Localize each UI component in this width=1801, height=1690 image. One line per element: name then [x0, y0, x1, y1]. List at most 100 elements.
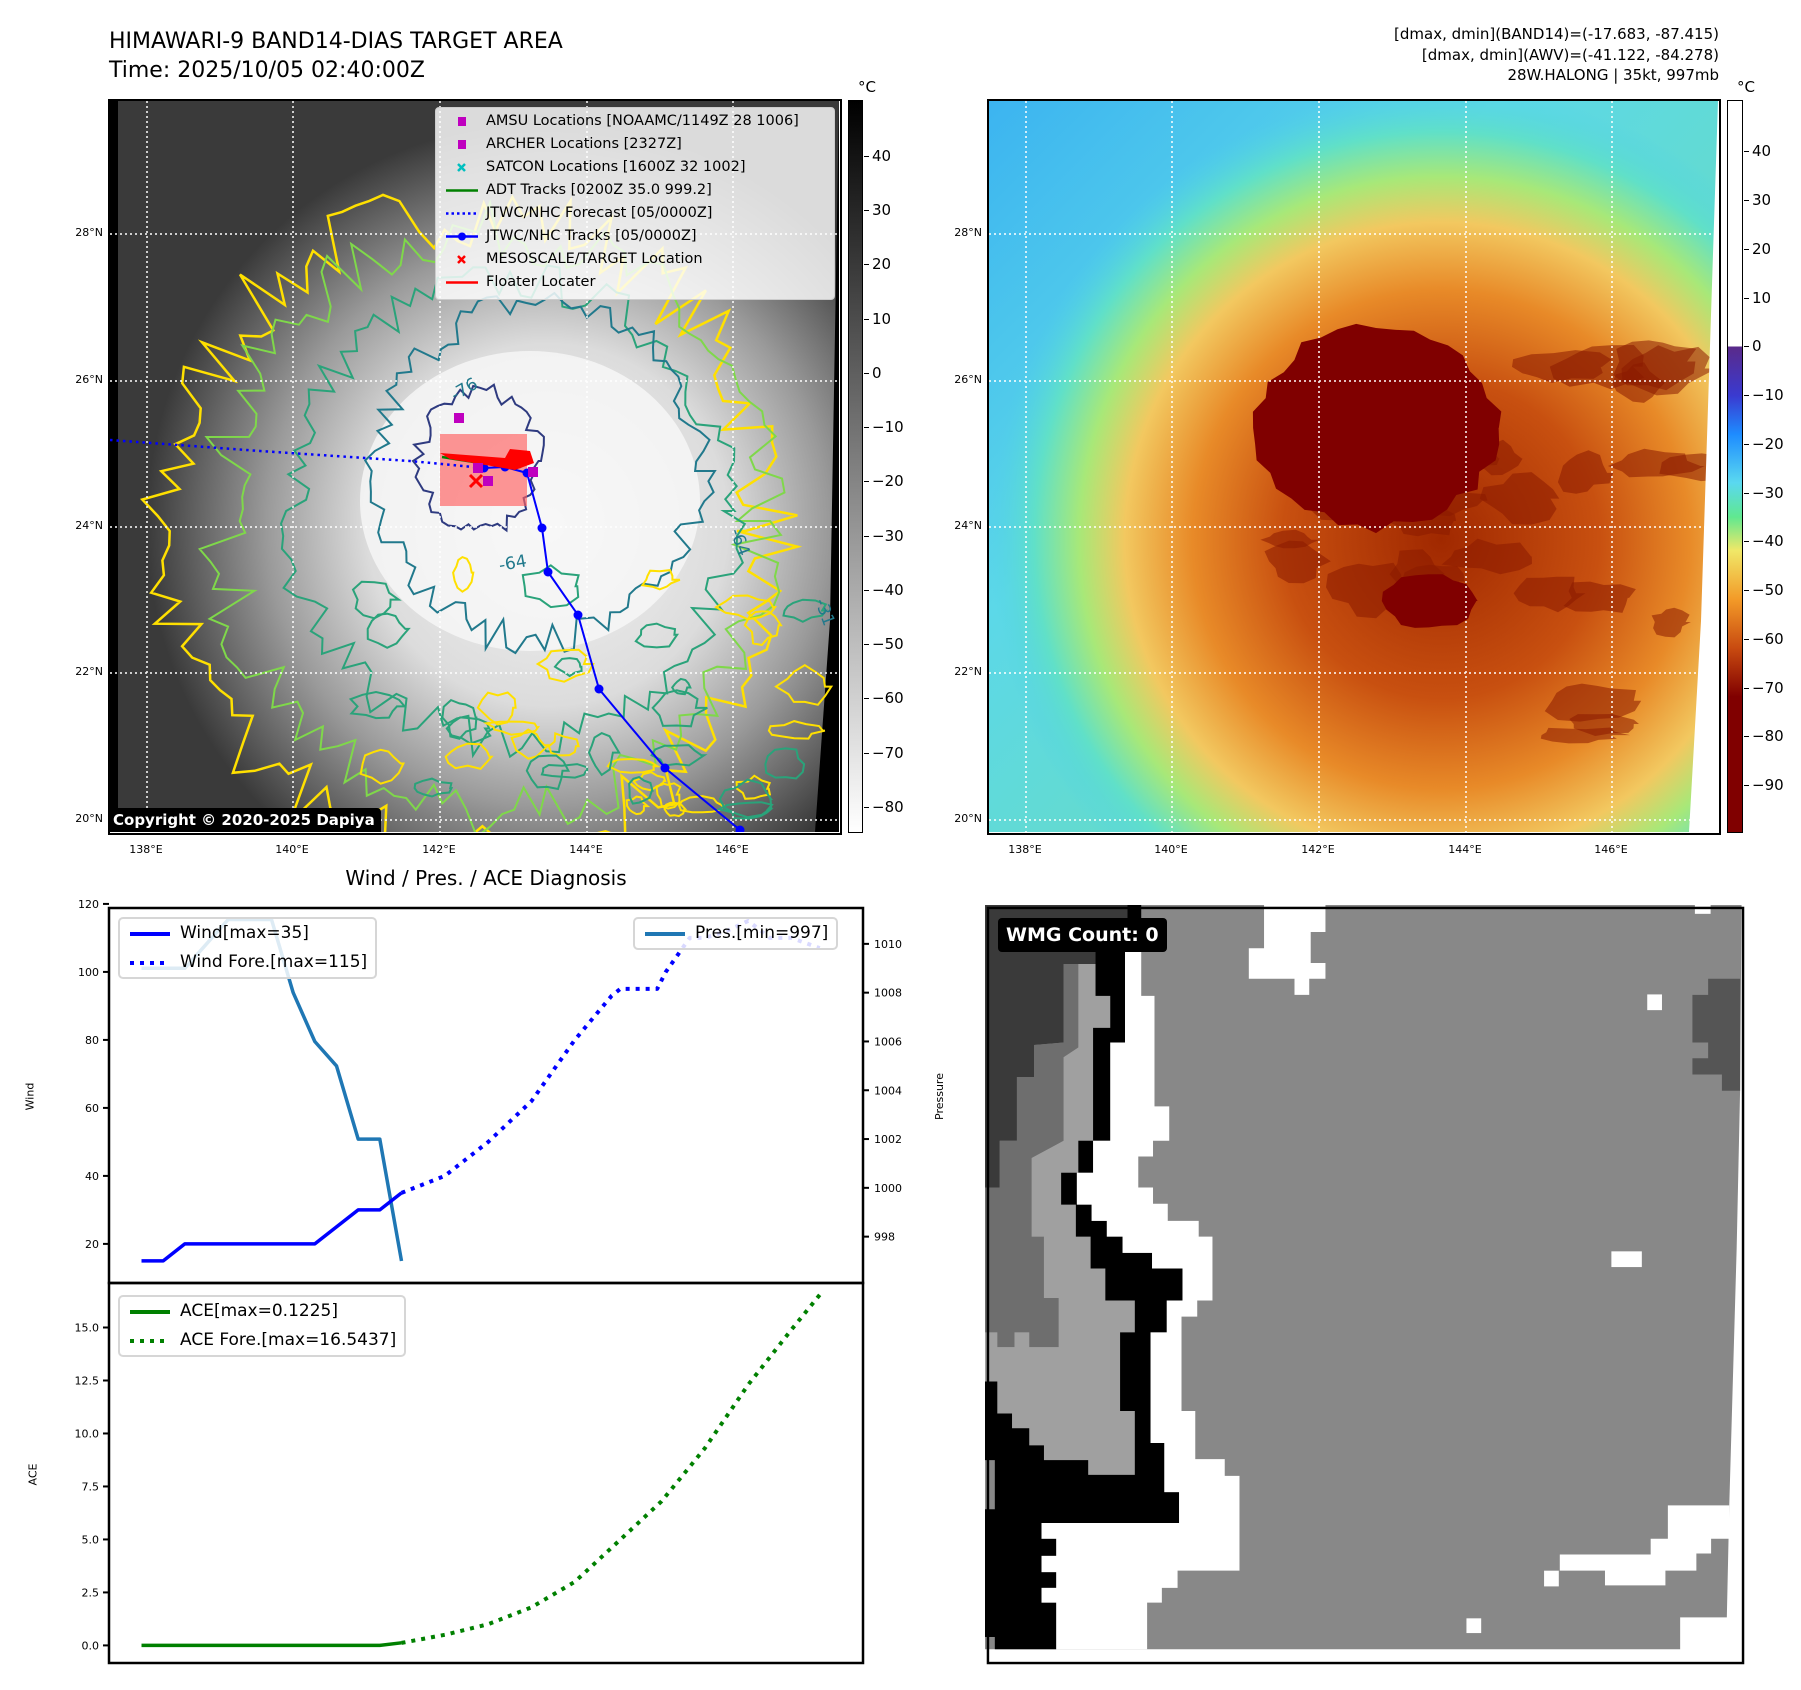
ir-cold-core: [360, 351, 700, 651]
temperature-contour: [521, 564, 580, 609]
colorbar-tick: [864, 318, 869, 320]
lat-label: 20°N: [75, 812, 103, 825]
solid-line-swatch: [645, 932, 685, 936]
wind-axis-label: Wind: [23, 1082, 37, 1111]
map-legend-label: ADT Tracks [0200Z 35.0 999.2]: [486, 182, 712, 198]
legend-item-ace: ACE[max=0.1225]: [120, 1297, 404, 1326]
colorbar-tick: [864, 752, 869, 754]
temperature-contour: [735, 774, 772, 800]
colorbar-tick-label: −10: [872, 418, 904, 437]
ace-tick-label: 0.0: [82, 1639, 100, 1652]
cold-cloud-cell: [1659, 453, 1719, 482]
jtwc-track-point: [543, 567, 553, 577]
amsu-archer-location: [473, 463, 483, 473]
colorbar-tick: [864, 155, 869, 157]
legend-marker-icon: [446, 232, 478, 241]
map-legend-item: MESOSCALE/TARGET Location: [436, 248, 834, 271]
cold-cloud-cell: [1651, 607, 1691, 638]
colorbar-tick: [864, 427, 869, 429]
lat-label: 26°N: [75, 373, 103, 386]
pressure-tick-label: 1002: [874, 1133, 902, 1146]
solid-line-swatch: [130, 932, 170, 936]
legend-marker-icon: [457, 163, 466, 172]
temperature-contour: [650, 744, 708, 767]
temperature-contour: [774, 664, 834, 706]
temperature-contour: [677, 795, 725, 814]
temperature-contour: [640, 569, 681, 591]
map-legend-label: JTWC/NHC Forecast [05/0000Z]: [486, 205, 713, 221]
wmg-frame: [986, 906, 1745, 1665]
colorbar-tick-label: −40: [872, 580, 904, 599]
colorbar-tick: [1744, 785, 1749, 787]
ace-tick-label: 15.0: [75, 1322, 100, 1335]
temperature-contour: [359, 748, 406, 785]
colorbar-tick: [1744, 492, 1749, 494]
lon-label: 138°E: [129, 843, 163, 856]
temperature-contour: [476, 691, 517, 726]
temperature-contour: [767, 720, 826, 740]
temperature-contour: [628, 776, 654, 805]
temperature-contour: [718, 778, 773, 819]
colorbar-tick-label: −10: [1752, 386, 1784, 405]
lon-label: 144°E: [569, 843, 603, 856]
colorbar-tick: [864, 210, 869, 212]
ir-colorbar: [848, 100, 863, 833]
temperature-contour: [764, 747, 806, 780]
colorbar-tick-label: −70: [872, 743, 904, 762]
wmg-white-cell: [1611, 1251, 1642, 1268]
title-line-1: HIMAWARI-9 BAND14-DIAS TARGET AREA: [109, 29, 563, 54]
jtwc-track-point: [573, 610, 583, 620]
chart-title: Wind / Pres. / ACE Diagnosis: [345, 866, 627, 890]
map-legend-item: ARCHER Locations [2327Z]: [436, 133, 834, 156]
map-legend-item: Floater Locater: [436, 271, 834, 294]
colorbar-tick-label: 0: [872, 363, 882, 382]
contour-label: -64: [497, 551, 528, 576]
colorbar-tick: [1744, 346, 1749, 348]
temperature-contour: [670, 677, 692, 696]
colorbar-tick: [864, 481, 869, 483]
temperature-contour: [782, 598, 828, 623]
map-legend-item: ADT Tracks [0200Z 35.0 999.2]: [436, 179, 834, 202]
ace-axis-label: ACE: [26, 1463, 40, 1486]
wind-tick-label: 20: [85, 1238, 99, 1251]
cold-cloud-cell: [1512, 350, 1612, 383]
pressure-tick-label: 1006: [874, 1035, 902, 1048]
colorbar-tick-label: −80: [872, 797, 904, 816]
temperature-contour: [444, 742, 494, 771]
temperature-contour: [631, 771, 667, 792]
colorbar-tick: [1744, 199, 1749, 201]
lat-label: 24°N: [954, 519, 982, 532]
pressure-tick-label: 1008: [874, 987, 902, 1000]
legend-item-wind: Wind[max=35]: [120, 919, 375, 948]
cold-cloud-cell: [1441, 538, 1532, 575]
colorbar-tick-label: 20: [872, 255, 892, 274]
legend-label: Wind Fore.[max=115]: [180, 952, 368, 972]
pressure-tick-label: 998: [874, 1231, 895, 1244]
legend-label: ACE[max=0.1225]: [180, 1301, 338, 1321]
legend-marker-icon: [457, 255, 466, 264]
colorbar-tick: [864, 264, 869, 266]
ace-tick-label: 5.0: [82, 1533, 100, 1546]
temperature-contour: [348, 690, 407, 720]
cold-cloud-cell: [1563, 581, 1636, 613]
wmg-light-region: [985, 963, 1135, 1475]
pressure-axis-label: Pressure: [932, 1073, 946, 1120]
map-legend-item: AMSU Locations [NOAAMC/1149Z 28 1006]: [436, 110, 834, 133]
pressure-legend: Pres.[min=997]: [633, 917, 839, 950]
map-legend-label: ARCHER Locations [2327Z]: [486, 136, 682, 152]
copyright-label: Copyright © 2020-2025 Dapiya: [109, 808, 381, 832]
cold-cloud-cell: [1513, 576, 1586, 613]
wmg-count-badge: WMG Count: 0: [998, 918, 1167, 952]
temperature-contour: [587, 731, 621, 777]
colorbar-tick-label: −70: [1752, 678, 1784, 697]
no-data-edge: [1689, 101, 1718, 832]
cold-cloud-cell: [1264, 540, 1331, 584]
amsu-archer-location: [483, 476, 493, 486]
awv-cold-core: [1252, 323, 1502, 534]
colorbar-tick-label: 10: [1752, 288, 1772, 307]
lon-label: 140°E: [275, 843, 309, 856]
colorbar-tick: [1744, 151, 1749, 153]
colorbar-tick-label: 10: [872, 309, 892, 328]
legend-item-pressure: Pres.[min=997]: [635, 919, 836, 948]
temperature-contour: [743, 610, 783, 647]
